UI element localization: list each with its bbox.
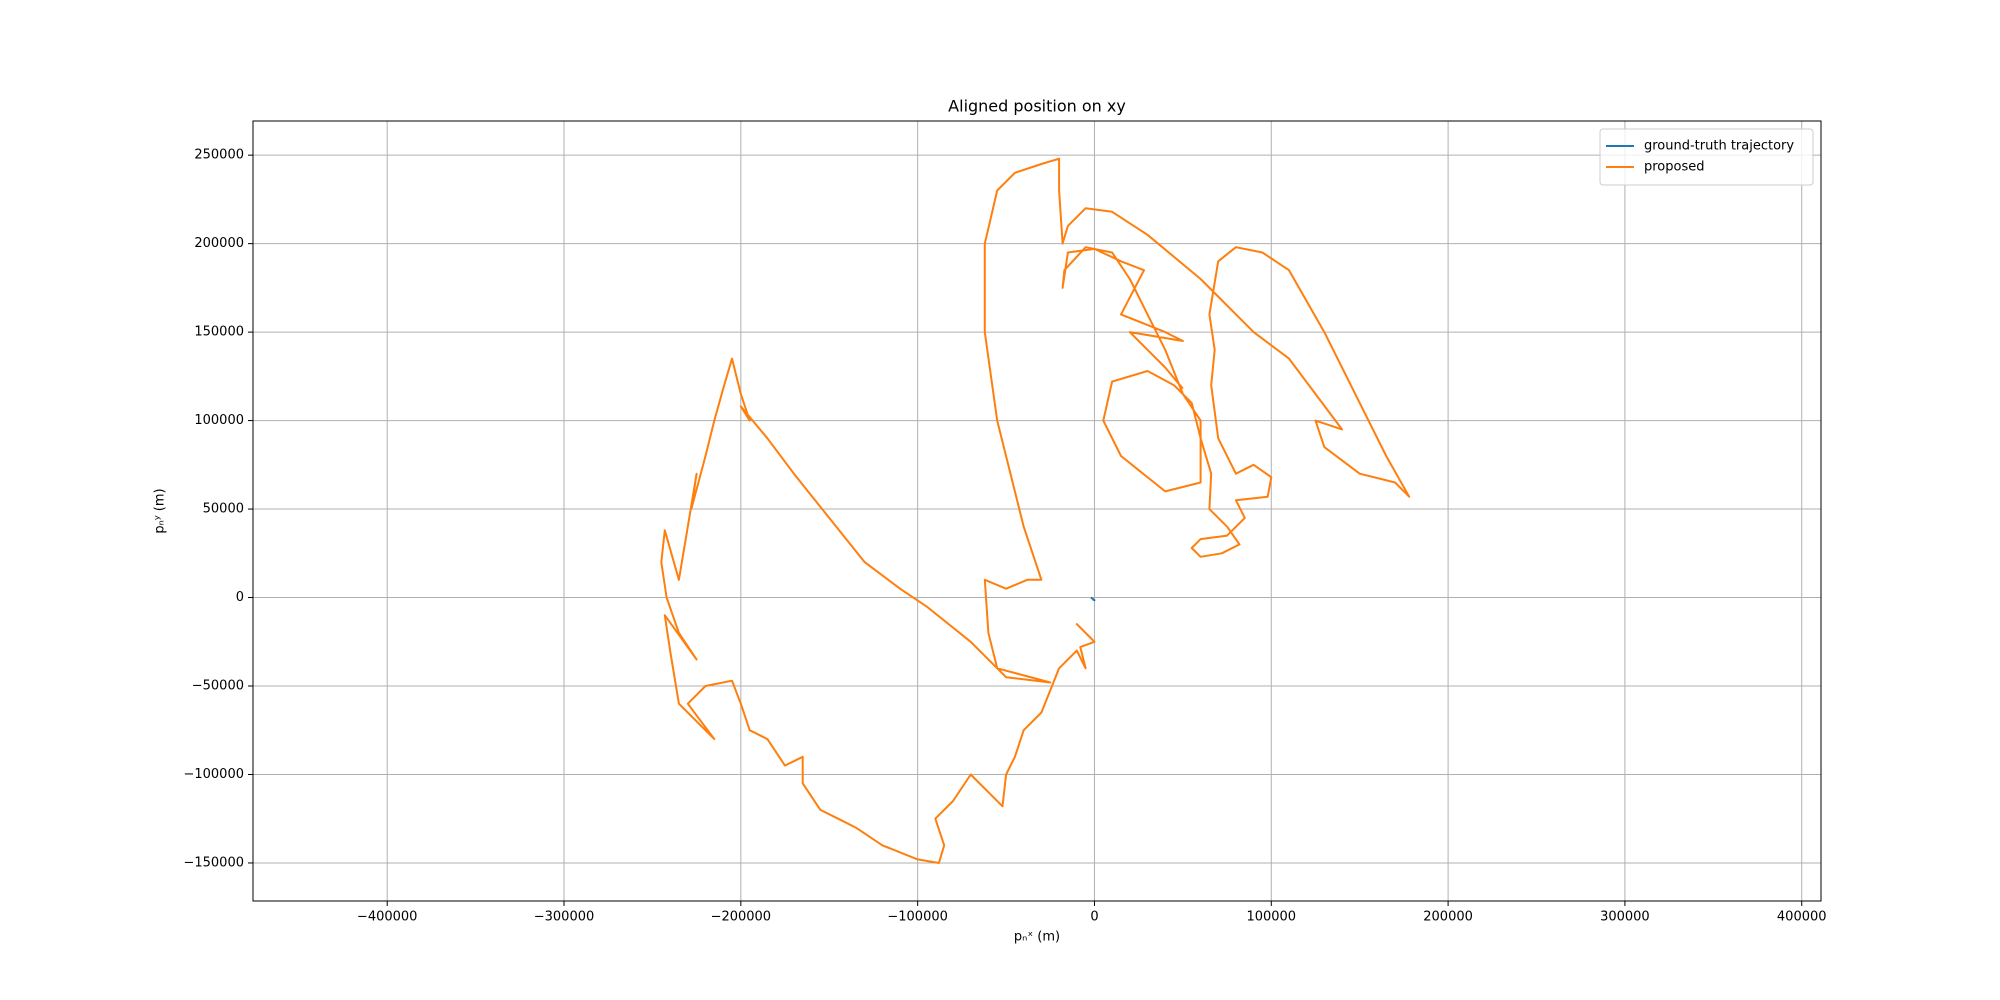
y-tick-label: −100000 bbox=[183, 767, 244, 782]
y-tick-label: 250000 bbox=[194, 148, 244, 163]
y-tick-label: −150000 bbox=[183, 855, 244, 870]
legend-label: proposed bbox=[1644, 160, 1705, 175]
series-line bbox=[1090, 596, 1096, 602]
x-tick-label: −100000 bbox=[887, 910, 948, 925]
y-tick-label: 50000 bbox=[203, 502, 244, 517]
y-tick-label: 200000 bbox=[194, 236, 244, 251]
x-tick-label: 200000 bbox=[1423, 910, 1473, 925]
x-tick-label: 400000 bbox=[1777, 910, 1827, 925]
y-tick-label: 150000 bbox=[194, 325, 244, 340]
x-tick-label: 300000 bbox=[1600, 910, 1650, 925]
y-axis-label: pₙʸ (m) bbox=[153, 488, 168, 533]
x-tick-label: −300000 bbox=[534, 910, 595, 925]
x-tick-label: −400000 bbox=[357, 910, 418, 925]
chart-title: Aligned position on xy bbox=[948, 97, 1126, 116]
legend-box bbox=[1599, 128, 1814, 186]
series-line bbox=[660, 157, 1411, 864]
x-tick-label: −200000 bbox=[711, 910, 772, 925]
y-tick-label: −50000 bbox=[192, 679, 244, 694]
x-tick-label: 100000 bbox=[1246, 910, 1296, 925]
legend-label: ground-truth trajectory bbox=[1644, 139, 1794, 154]
y-tick-label: 100000 bbox=[194, 413, 244, 428]
plot-frame bbox=[252, 120, 1822, 902]
legend: ground-truth trajectory proposed bbox=[1599, 128, 1814, 186]
y-tick-label: 0 bbox=[236, 590, 244, 605]
x-tick-label: 0 bbox=[1090, 910, 1098, 925]
x-axis-label: pₙˣ (m) bbox=[1014, 930, 1060, 945]
